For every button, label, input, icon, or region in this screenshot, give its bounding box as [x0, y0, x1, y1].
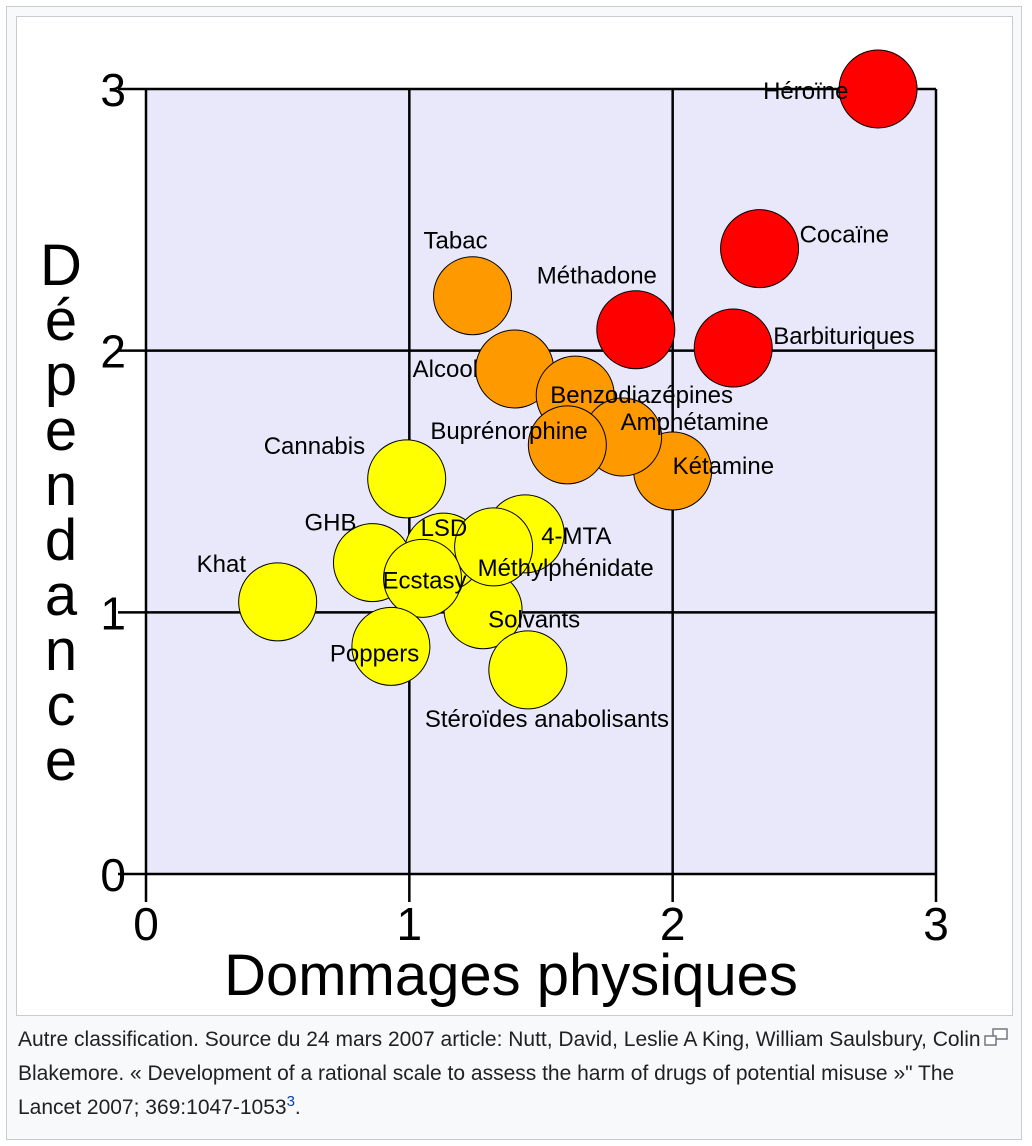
y-axis-label-char: n	[45, 453, 77, 518]
point-label: Héroïne	[763, 78, 848, 105]
x-tick-label: 2	[660, 898, 686, 950]
data-point	[720, 209, 800, 289]
figure-frame: Héroïne Cocaïne Barbituriques Méthadone Alco…	[6, 6, 1022, 1140]
x-tick-label: 3	[923, 898, 949, 950]
data-point	[596, 290, 676, 370]
point-label: Méthylphénidate	[478, 555, 654, 582]
y-axis-label-char: n	[45, 618, 77, 683]
x-tick-label: 1	[397, 898, 423, 950]
y-tick-label: 1	[100, 587, 126, 639]
point-label: Méthadone	[537, 263, 657, 290]
point-label: Cocaïne	[800, 222, 889, 249]
point-label: Tabac	[424, 228, 488, 255]
y-tick-label: 0	[100, 849, 126, 901]
data-point	[527, 405, 607, 485]
y-axis-label-char: p	[45, 343, 77, 408]
y-axis-label-char: d	[45, 508, 77, 573]
y-axis-label-char: c	[47, 673, 76, 738]
y-axis-label-char: a	[45, 563, 78, 628]
tick-labels: 0 1 2 3 0 1 2 3	[100, 64, 948, 950]
point-labels: Héroïne Cocaïne Barbituriques Méthadone Alco…	[197, 78, 915, 733]
point-label: Ecstasy	[383, 567, 467, 594]
y-tick-label: 3	[100, 64, 126, 116]
point-label: Khat	[197, 551, 247, 578]
magnify-clip-icon[interactable]	[983, 1028, 1009, 1048]
y-axis-label-char: é	[45, 288, 77, 353]
point-label: Buprénorphine	[430, 418, 587, 445]
footnote-link[interactable]: 3	[286, 1093, 295, 1110]
point-label: Poppers	[330, 640, 419, 667]
scatter-chart: Héroïne Cocaïne Barbituriques Méthadone Alco…	[40, 49, 949, 1008]
point-label: Benzodiazépines	[550, 382, 733, 409]
point-label: Stéroïdes anabolisants	[425, 706, 669, 733]
point-label: Amphétamine	[621, 409, 769, 436]
data-point	[383, 538, 462, 618]
data-point	[367, 439, 447, 519]
caption-text: Autre classification. Source du 24 mars …	[18, 1028, 981, 1119]
data-point	[454, 507, 534, 587]
y-tick-label: 2	[100, 326, 126, 378]
data-point	[693, 308, 773, 388]
data-point	[488, 630, 568, 710]
chart-image[interactable]: Héroïne Cocaïne Barbituriques Méthadone Alco…	[16, 16, 1013, 1016]
point-label: GHB	[304, 510, 356, 537]
x-tick-label: 0	[133, 898, 159, 950]
point-label: Cannabis	[264, 433, 365, 460]
point-label: Barbituriques	[773, 323, 914, 350]
y-axis-label-char: e	[45, 398, 77, 463]
data-point	[433, 256, 513, 336]
point-label: Kétamine	[673, 453, 774, 480]
figure-caption: Autre classification. Source du 24 mars …	[18, 1023, 1013, 1125]
data-point	[838, 49, 918, 129]
data-point	[351, 606, 431, 686]
point-label: Alcool	[413, 356, 478, 383]
caption-trailing: .	[294, 1096, 301, 1119]
y-axis-label-char: D	[40, 233, 82, 298]
y-axis-label-char: e	[45, 728, 77, 793]
data-point	[238, 562, 318, 642]
point-label: LSD	[421, 515, 468, 542]
point-label: 4-MTA	[541, 523, 611, 550]
plot-area	[146, 89, 936, 874]
point-label: Solvants	[488, 607, 580, 634]
x-axis-label: Dommages physiques	[224, 943, 798, 1008]
data-points	[238, 49, 918, 710]
